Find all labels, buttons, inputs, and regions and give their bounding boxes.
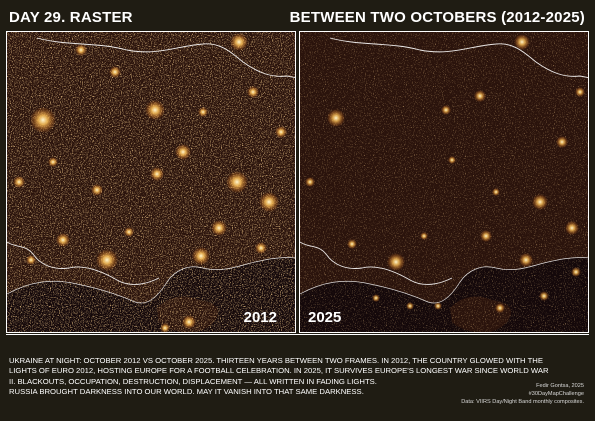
- year-label-2025: 2025: [308, 309, 342, 326]
- city-lights: [13, 33, 287, 332]
- city-lights: [305, 34, 585, 313]
- description-line: II. BLACKOUTS, OCCUPATION, DESTRUCTION, …: [9, 376, 377, 386]
- author-credit: Fedir Gontsa, 2025: [536, 383, 584, 389]
- map-title: DAY 29. RASTER: [9, 9, 133, 26]
- map-subtitle: BETWEEN TWO OCTOBERS (2012-2025): [289, 9, 585, 26]
- description-line: UKRAINE AT NIGHT: OCTOBER 2012 VS OCTOBE…: [9, 356, 543, 365]
- diffuse-lights: [7, 32, 295, 332]
- country-border: [300, 37, 588, 285]
- diffuse-lights: [300, 32, 588, 332]
- coastline: [7, 257, 295, 304]
- country-border: [7, 37, 295, 285]
- night-map-2012-canvas: [7, 32, 295, 332]
- data-source: Data: VIIRS Day/Night Band monthly compo…: [461, 398, 584, 405]
- year-label-2012: 2012: [243, 309, 277, 326]
- night-map-2012: 2012: [6, 31, 296, 333]
- caption-divider: [6, 334, 589, 335]
- description-line: LIGHTS OF EURO 2012, HOSTING EUROPE FOR …: [9, 366, 549, 376]
- night-map-2025-canvas: [300, 32, 588, 332]
- description-text: UKRAINE AT NIGHT: OCTOBER 2012 VS OCTOBE…: [9, 356, 594, 398]
- hashtag: #30DayMapChallenge: [528, 390, 584, 397]
- night-map-2025: 2025: [299, 31, 589, 333]
- description-line: RUSSIA BROUGHT DARKNESS INTO OUR WORLD. …: [9, 387, 364, 397]
- coastline: [300, 257, 588, 304]
- credits: Fedir Gontsa, 2025 #30DayMapChallenge Da…: [461, 383, 584, 406]
